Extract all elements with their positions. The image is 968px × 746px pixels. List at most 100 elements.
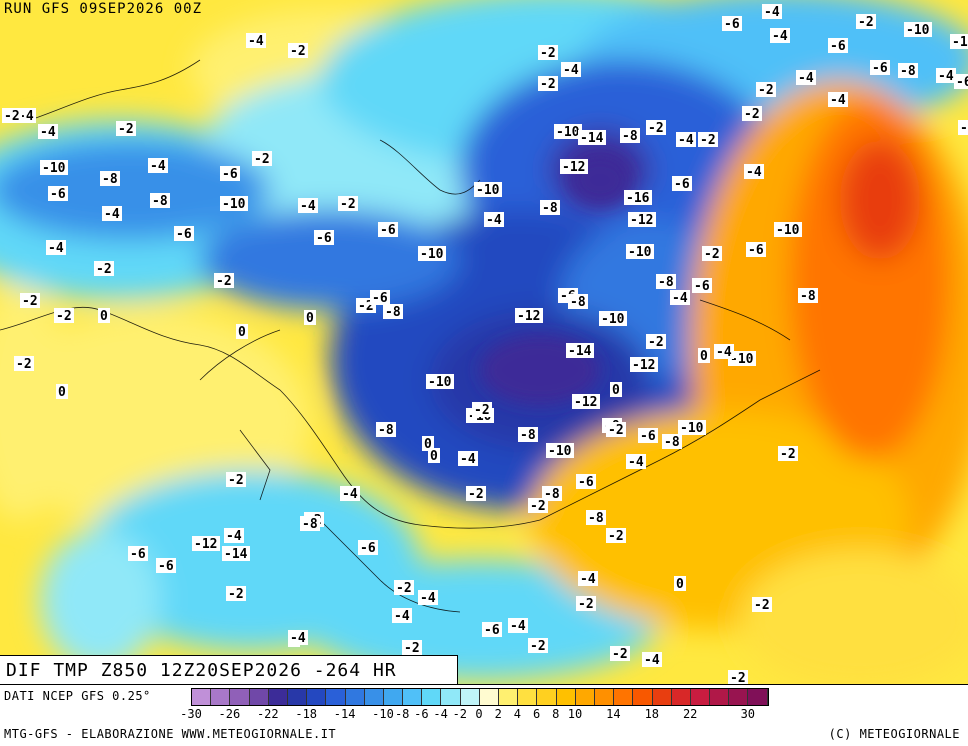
isoline-value-label: -4 <box>246 33 266 49</box>
isoline-value-text: -10 <box>952 35 968 50</box>
color-scale-swatch <box>441 689 461 705</box>
isoline-value-label: 0 <box>698 348 710 364</box>
color-scale-swatch <box>729 689 749 705</box>
isoline-value-label: -8 <box>568 294 588 310</box>
isoline-value-text: 0 <box>306 311 314 326</box>
isoline-value-text: -4 <box>510 619 526 634</box>
isoline-value-label: -6 <box>358 540 378 556</box>
color-scale-tick-label: 4 <box>513 707 522 721</box>
isoline-value-text: -6 <box>694 279 710 294</box>
isoline-value-text: -2 <box>468 487 484 502</box>
color-scale-tick-label: -26 <box>218 707 241 721</box>
isoline-value-text: -2 <box>358 299 374 314</box>
isoline-value-text: -6 <box>578 475 594 490</box>
isoline-value-label: -12 <box>628 212 656 228</box>
run-label: RUN GFS 09SEP2026 00Z <box>4 1 203 17</box>
footer: DATI NCEP GFS 0.25° -30 -26 -22 -18 -14 -10 -8… <box>0 684 968 746</box>
isoline-value-text: -12 <box>517 309 540 324</box>
isoline-value-label: -4 <box>670 290 690 306</box>
isoline-value-label: -14 <box>222 546 250 562</box>
isoline-value-label: -2 <box>20 293 40 309</box>
isoline-value-label: -4 <box>626 454 646 470</box>
isoline-value-text: -12 <box>632 358 655 373</box>
isoline-value-label: -8 <box>383 304 403 320</box>
isoline-value-text: -2 <box>540 46 556 61</box>
color-scale-tick-label: -18 <box>295 707 318 721</box>
isoline-value-label: -10 <box>950 34 968 50</box>
isoline-value-label: -2 <box>606 422 626 438</box>
color-scale-tick-label: 6 <box>532 707 541 721</box>
isoline-value-label: -4 <box>288 630 308 646</box>
isoline-value-text: -12 <box>630 213 653 228</box>
isoline-value-text: -2 <box>608 423 624 438</box>
isoline-value-text: -4 <box>420 591 436 606</box>
isoline-value-label: -4 <box>484 212 504 228</box>
isoline-value-label: -2 <box>646 334 666 350</box>
isoline-value-label: -2 <box>94 261 114 277</box>
isoline-value-label: -8 <box>100 171 120 187</box>
isoline-value-text: -10 <box>476 183 500 198</box>
isoline-value-label: -12 <box>560 159 588 175</box>
isoline-value-text: -8 <box>385 305 401 320</box>
isoline-value-label: -12 <box>572 394 600 410</box>
isoline-value-label: -2 <box>226 472 246 488</box>
isoline-value-label: 0 <box>674 576 686 592</box>
isoline-value-text: -12 <box>194 537 217 552</box>
isoline-value-text: -14 <box>224 547 248 562</box>
isoline-value-label: -4 <box>46 240 66 256</box>
isoline-value-text: -8 <box>800 289 816 304</box>
isoline-value-label: -6 <box>576 474 596 490</box>
isoline-value-text: -4 <box>644 653 660 668</box>
color-scale-swatch <box>594 689 615 705</box>
isoline-value-label: -6 <box>638 428 658 444</box>
isoline-value-text: -6 <box>130 547 146 562</box>
isoline-value-text: -10 <box>428 375 452 390</box>
color-scale-tick-label: 2 <box>494 707 502 721</box>
isoline-value-label: -2 <box>214 273 234 289</box>
isoline-value-label: -6 <box>128 546 148 562</box>
isoline-value-label: -10 <box>426 374 454 390</box>
isoline-value-text: -8 <box>664 435 680 450</box>
isoline-value-label: -2 <box>702 246 722 262</box>
isoline-value-text: -6 <box>316 231 332 246</box>
isoline-value-text: -10 <box>601 312 625 327</box>
isoline-value-text: -4 <box>290 631 306 646</box>
isoline-value-label: -8 <box>620 128 640 144</box>
isoline-value-label: -6 <box>314 230 334 246</box>
isoline-value-text: -2 <box>608 529 624 544</box>
isoline-value-text: -8 <box>588 511 604 526</box>
isoline-value-label: -12 <box>192 536 220 552</box>
isoline-value-text: -2 <box>254 152 270 167</box>
isoline-value-label: -4 <box>642 652 662 668</box>
isoline-value-text: -8 <box>570 295 586 310</box>
isoline-value-label: -2 <box>752 597 772 613</box>
color-scale-swatch <box>383 689 404 705</box>
isoline-value-text: -2 <box>700 133 716 148</box>
isoline-value-label: -2 <box>288 43 308 59</box>
color-scale-tick-label: -8 <box>394 707 410 721</box>
isoline-value-label: -10 <box>554 124 582 140</box>
isoline-value-label: -4 <box>458 451 478 467</box>
isoline-value-label: -4 <box>224 528 244 544</box>
isoline-value-text: -2 <box>404 641 420 656</box>
isoline-value-label: 0 <box>98 308 110 324</box>
isoline-value-label: -6 <box>156 558 176 574</box>
isoline-value-label: -8 <box>798 288 818 304</box>
isoline-value-label: -6 <box>746 242 766 258</box>
isoline-value-text: -2 <box>396 581 412 596</box>
isoline-value-text: -4 <box>672 291 688 306</box>
isoline-value-label: 0 <box>422 436 434 452</box>
isoline-value-text: 0 <box>612 383 620 398</box>
isoline-value-text: -4 <box>248 34 264 49</box>
isoline-value-label: -10 <box>678 420 706 436</box>
isoline-value-label: 0 <box>56 384 68 400</box>
isoline-value-text: -8 <box>520 428 536 443</box>
isoline-value-text: 0 <box>430 449 438 464</box>
isoline-value-label: -2 <box>528 498 548 514</box>
isoline-value-label: -2 <box>742 106 762 122</box>
color-scale-swatch <box>460 689 480 705</box>
color-scale-swatch <box>192 689 212 705</box>
isoline-value-label: -2 <box>576 596 596 612</box>
isoline-value-text: -10 <box>776 223 800 238</box>
isoline-value-text: -2 <box>754 598 770 613</box>
